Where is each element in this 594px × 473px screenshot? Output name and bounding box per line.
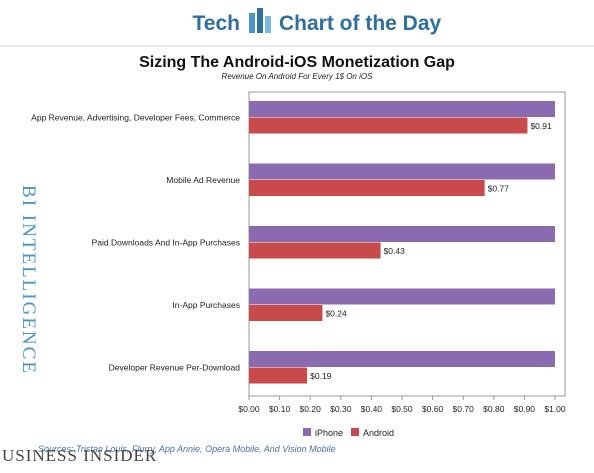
bars-layer: App Revenue, Advertising, Developer Fees… bbox=[31, 101, 555, 384]
bar-android bbox=[249, 180, 485, 196]
x-tick-label: $0.40 bbox=[361, 404, 383, 414]
category-label: App Revenue, Advertising, Developer Fees… bbox=[31, 113, 240, 123]
data-label: $0.43 bbox=[384, 246, 406, 256]
category-label: Paid Downloads And In-App Purchases bbox=[92, 238, 240, 248]
bar-iphone bbox=[249, 351, 555, 367]
bar-chart-icon bbox=[249, 8, 271, 33]
legend-label-android: Android bbox=[363, 428, 394, 438]
legend-swatch-iphone bbox=[303, 428, 311, 436]
data-label: $0.19 bbox=[310, 371, 332, 381]
x-tick-label: $0.90 bbox=[514, 404, 536, 414]
side-brand-text: BI INTELLIGENCE bbox=[18, 185, 39, 375]
x-tick-label: $0.10 bbox=[269, 404, 291, 414]
category-label: Developer Revenue Per-Download bbox=[109, 363, 241, 373]
category-label: In-App Purchases bbox=[172, 300, 240, 310]
bar-android bbox=[249, 305, 323, 321]
bar-iphone bbox=[249, 101, 555, 117]
bar-iphone bbox=[249, 163, 555, 180]
data-label: $0.77 bbox=[488, 183, 510, 193]
legend-swatch-android bbox=[351, 428, 359, 436]
chart-title: Sizing The Android-iOS Monetization Gap bbox=[139, 54, 455, 71]
category-label: Mobile Ad Revenue bbox=[166, 175, 240, 185]
x-axis: $0.00 $0.10 $0.20 $0.30 $0.40 $0.50 $0.60 $0.70… bbox=[238, 396, 566, 414]
x-tick-label: $0.70 bbox=[453, 404, 475, 414]
x-tick-label: $0.60 bbox=[422, 404, 444, 414]
footer-brand: USINESS INSIDER bbox=[2, 446, 158, 465]
x-tick-label: $0.30 bbox=[330, 404, 352, 414]
x-tick-label: $0.80 bbox=[483, 404, 505, 414]
bar-android bbox=[249, 367, 308, 384]
side-brand-label: BI INTELLIGENCE bbox=[8, 185, 48, 375]
bar-iphone bbox=[249, 226, 555, 242]
header-chart-of-day-text: Chart of the Day bbox=[279, 12, 442, 35]
x-tick-label: $0.00 bbox=[238, 404, 260, 414]
bar-android bbox=[249, 117, 528, 134]
header-tech-text: Tech bbox=[193, 12, 240, 35]
data-label: $0.24 bbox=[325, 308, 347, 318]
x-tick-label: $0.20 bbox=[300, 404, 322, 414]
legend-label-iphone: iPhone bbox=[315, 428, 343, 438]
data-label: $0.91 bbox=[530, 121, 552, 131]
x-tick-label: $0.50 bbox=[391, 404, 413, 414]
bar-iphone bbox=[249, 288, 555, 305]
x-tick-label: $1.00 bbox=[544, 404, 566, 414]
chart-subtitle: Revenue On Android For Every 1$ On iOS bbox=[222, 72, 374, 81]
legend: iPhone Android bbox=[303, 428, 394, 438]
bar-android bbox=[249, 242, 381, 259]
sources-note: Sources: Tristan Louis, Flurry, App Anni… bbox=[38, 444, 336, 454]
